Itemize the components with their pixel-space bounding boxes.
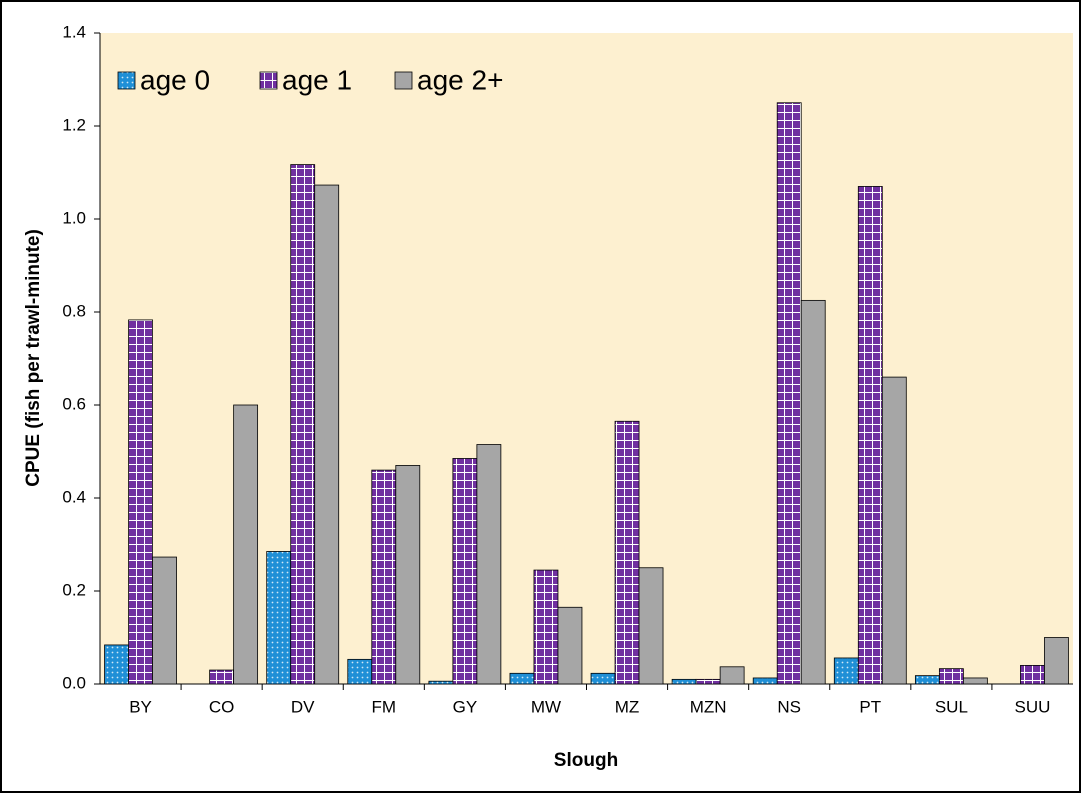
x-tick-label: MZ [615, 697, 640, 716]
y-tick-label: 0.8 [62, 301, 86, 320]
bar [476, 444, 502, 685]
y-tick-label: 0.4 [62, 487, 86, 506]
legend-swatch [259, 71, 278, 90]
bar [233, 404, 259, 685]
bar [614, 420, 640, 685]
y-axis-title: CPUE (fish per trawl-minute) [23, 229, 44, 487]
y-tick-label: 1.0 [62, 208, 86, 227]
bar [347, 658, 373, 685]
y-tick-label: 1.2 [62, 115, 86, 134]
y-tick-label: 1.4 [62, 22, 86, 41]
x-tick-label: PT [859, 697, 881, 716]
bar [914, 675, 940, 685]
x-tick-label: GY [453, 697, 478, 716]
bar [533, 569, 559, 685]
y-tick-label: 0.0 [62, 673, 86, 692]
bar [1020, 665, 1045, 685]
bar [938, 668, 964, 685]
bar [800, 299, 826, 685]
bar [752, 677, 778, 685]
x-tick-label: MW [531, 697, 561, 716]
x-tick-label: NS [777, 697, 801, 716]
x-tick-label: BY [129, 697, 152, 716]
bar [1044, 637, 1069, 685]
x-tick-label: DV [291, 697, 315, 716]
x-tick-label: MZN [690, 697, 727, 716]
bar [395, 465, 421, 685]
bar [314, 184, 340, 685]
legend-swatch [394, 71, 413, 90]
bar [638, 567, 664, 685]
bar [209, 669, 235, 685]
bar [881, 376, 907, 685]
bar [428, 680, 454, 685]
bar [962, 677, 988, 685]
bar [557, 606, 583, 685]
bar [833, 657, 859, 685]
bar [104, 644, 129, 685]
legend-label: age 0 [140, 64, 210, 95]
legend-label: age 2+ [417, 64, 503, 95]
bar [695, 678, 721, 685]
bar [776, 102, 802, 685]
bar [128, 319, 153, 685]
plot-area [100, 33, 1073, 684]
x-axis-title: Slough [554, 750, 618, 771]
bar [719, 666, 745, 685]
bar [290, 164, 316, 685]
bar [266, 551, 292, 685]
bar [371, 469, 397, 685]
legend-label: age 1 [282, 64, 352, 95]
bar [152, 556, 177, 685]
x-tick-label: CO [209, 697, 235, 716]
bar [671, 678, 697, 685]
y-tick-label: 0.6 [62, 394, 86, 413]
bar [590, 672, 616, 685]
x-tick-label: SUL [935, 697, 968, 716]
y-tick-label: 0.2 [62, 580, 86, 599]
bar [857, 186, 883, 685]
x-tick-label: SUU [1015, 697, 1051, 716]
bar [509, 672, 535, 685]
bar [452, 458, 478, 685]
legend-swatch [117, 71, 136, 90]
x-tick-label: FM [372, 697, 397, 716]
